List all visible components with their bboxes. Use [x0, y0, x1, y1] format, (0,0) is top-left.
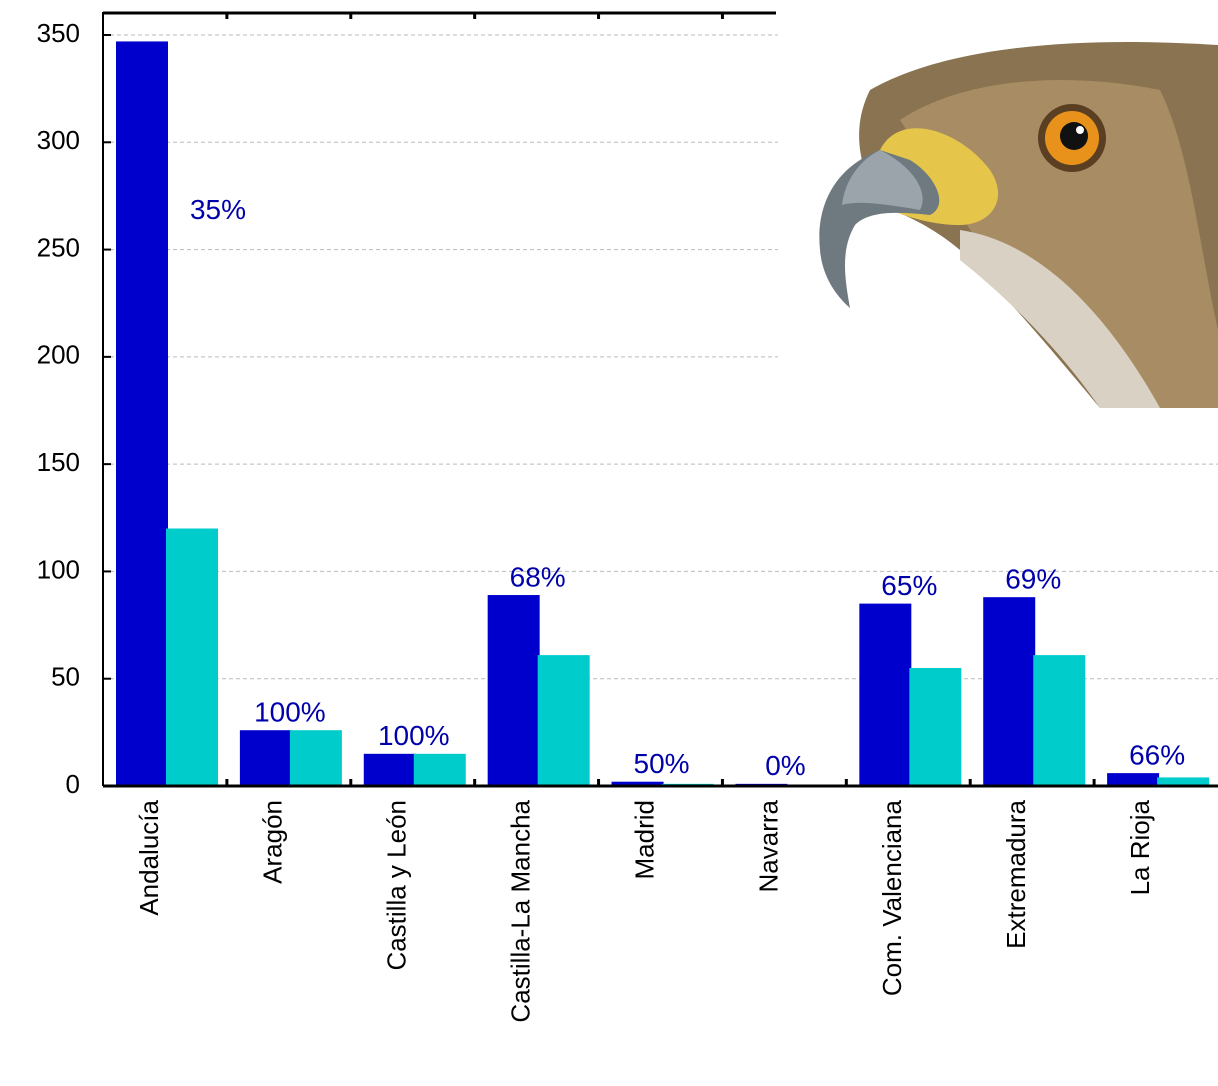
bar — [537, 655, 590, 786]
bar — [413, 753, 466, 786]
bar — [239, 730, 292, 786]
y-tick-label: 150 — [37, 447, 80, 477]
bar — [859, 603, 912, 786]
x-tick-label: Andalucía — [134, 799, 164, 915]
bar — [1107, 773, 1160, 786]
annotation: 66% — [1129, 740, 1185, 771]
annotation: 35% — [190, 194, 246, 225]
annotation: 69% — [1005, 564, 1061, 595]
annotation: 100% — [378, 720, 450, 751]
bar — [909, 667, 962, 786]
bar — [116, 41, 168, 787]
eagle-illustration — [778, 0, 1218, 415]
axes: 0 50 100 150 200 250 300 350 Andalucía Aragón Cast… — [37, 11, 1218, 1023]
bar — [363, 753, 416, 786]
bar — [289, 730, 342, 786]
annotation: 0% — [765, 750, 805, 781]
annotation: 68% — [510, 561, 566, 592]
bar — [983, 597, 1036, 786]
bar — [611, 781, 664, 786]
plot-area: 35% 100% 100% 68% 50% 0% 65% 69% 66% — [103, 34, 1218, 787]
bar — [166, 528, 218, 786]
x-tick-label: Castilla y León — [382, 800, 412, 971]
y-tick-label: 250 — [37, 232, 80, 262]
annotation: 50% — [634, 748, 690, 779]
y-tick-label: 300 — [37, 125, 80, 155]
x-tick-label: Com. Valenciana — [877, 799, 907, 996]
x-tick-label: Madrid — [629, 800, 659, 879]
bar — [1033, 655, 1086, 786]
y-tick-label: 0 — [66, 769, 80, 799]
y-tick-label: 100 — [37, 554, 80, 584]
annotation: 100% — [254, 697, 326, 728]
annotation: 65% — [881, 570, 937, 601]
x-tick-label: Aragón — [258, 800, 288, 884]
x-tick-label: Navarra — [753, 799, 783, 892]
y-tick-label: 200 — [37, 340, 80, 370]
x-tick-label: La Rioja — [1125, 799, 1155, 895]
y-tick-label: 350 — [37, 18, 80, 48]
bar — [1157, 777, 1210, 786]
y-tick-label: 50 — [51, 662, 80, 692]
x-tick-label: Extremadura — [1001, 799, 1031, 948]
x-tick-label: Castilla-La Mancha — [505, 799, 535, 1022]
bar — [487, 595, 540, 786]
